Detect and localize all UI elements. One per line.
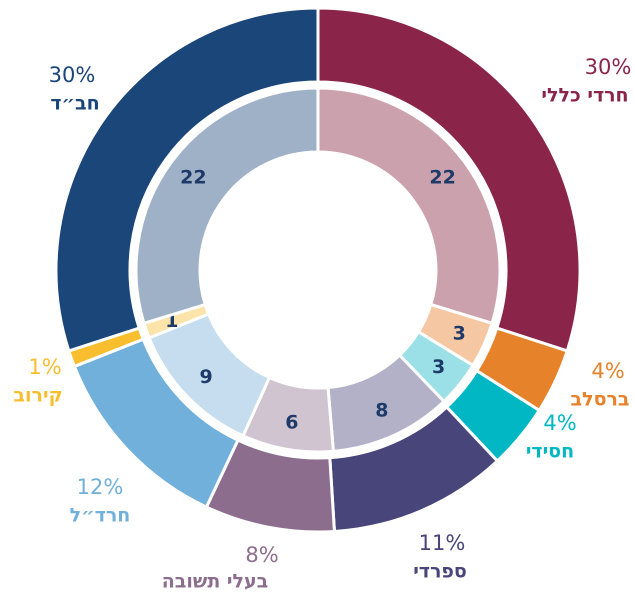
category-label: חב״ד	[50, 93, 99, 115]
donut-segment	[316, 86, 502, 326]
inner-value-label: 9	[199, 366, 212, 388]
donut-segment	[316, 6, 582, 353]
percent-label: 8%	[245, 543, 278, 567]
donut-segment	[54, 6, 320, 353]
percent-label: 30%	[49, 63, 96, 87]
percent-label: 12%	[77, 475, 124, 499]
category-label: חרדי כללי	[541, 85, 628, 107]
inner-value-label: 6	[285, 411, 298, 433]
inner-value-label: 3	[453, 322, 466, 344]
category-label: ברסלב	[570, 389, 629, 411]
percent-label: 4%	[591, 359, 624, 383]
inner-value-label: 22	[180, 166, 206, 188]
category-label: ספרדי	[413, 561, 467, 583]
inner-value-label: 3	[432, 356, 445, 378]
percent-label: 30%	[585, 55, 632, 79]
category-label: קירוב	[13, 385, 62, 407]
inner-value-label: 8	[375, 400, 388, 422]
percent-label: 4%	[543, 411, 576, 435]
category-label: חסידי	[526, 441, 574, 463]
inner-value-label: 22	[429, 166, 455, 188]
donut-segment	[134, 86, 320, 326]
percent-label: 1%	[28, 355, 61, 379]
category-label: בעלי תשובה	[162, 571, 269, 592]
category-label: חרד״ל	[70, 505, 131, 527]
percent-label: 11%	[419, 531, 466, 555]
